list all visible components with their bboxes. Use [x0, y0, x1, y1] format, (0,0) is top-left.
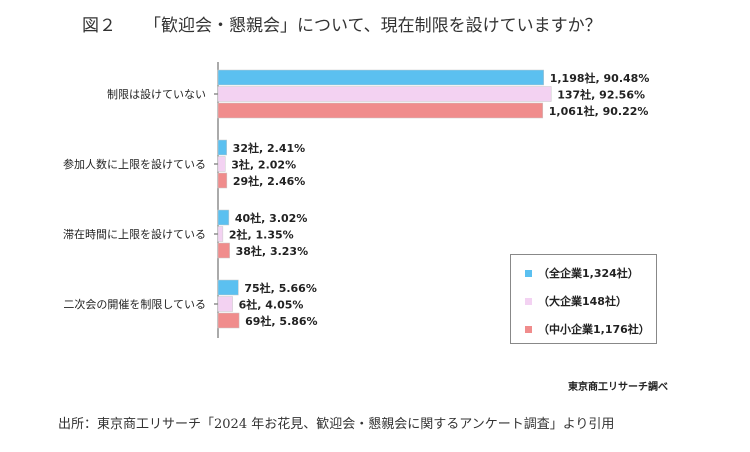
legend-swatch-sme — [525, 325, 532, 333]
bar — [217, 242, 230, 259]
data-label: 40社, 3.02% — [235, 211, 307, 225]
data-label: 32社, 2.41% — [233, 141, 305, 155]
category-label: 二次会の開催を制限している — [63, 297, 206, 311]
source-text: 出所：東京商工リサーチ「2024 年お花見、歓迎会・懇親会に関するアンケート調査… — [58, 417, 615, 432]
data-label: 137社, 92.56% — [557, 88, 645, 102]
legend-item-sme: （中小企業1,176社） — [525, 321, 650, 337]
data-label: 3社, 2.02% — [231, 158, 296, 172]
data-label: 2社, 1.35% — [229, 228, 294, 242]
category-label: 参加人数に上限を設けている — [63, 157, 206, 171]
legend-label-large: （大企業148社） — [538, 295, 627, 308]
category-label: 制限は設けていない — [107, 87, 206, 101]
data-label: 29社, 2.46% — [233, 174, 305, 188]
legend-swatch-large — [525, 297, 532, 305]
category-label: 滞在時間に上限を設けている — [63, 227, 206, 241]
data-label: 1,061社, 90.22% — [549, 104, 649, 118]
bar — [217, 172, 228, 189]
legend-item-all: （全企業1,324社） — [525, 265, 639, 281]
title-text: 「歓迎会・懇親会」について、現在制限を設けていますか？ — [144, 16, 602, 36]
data-label: 75社, 5.66% — [244, 281, 316, 295]
legend-item-large: （大企業148社） — [525, 293, 627, 309]
bar — [217, 312, 240, 329]
bar — [217, 86, 552, 102]
bar — [217, 102, 544, 119]
data-label: 1,198社, 90.48% — [550, 71, 650, 85]
data-label: 38社, 3.23% — [236, 244, 308, 258]
bar — [217, 156, 226, 172]
legend: （全企業1,324社） （大企業148社） （中小企業1,176社） — [510, 254, 657, 344]
chart-title: 図２ 「歓迎会・懇親会」について、現在制限を設けていますか？ — [82, 11, 602, 36]
data-label: 6社, 4.05% — [239, 298, 304, 312]
data-label: 69社, 5.86% — [245, 314, 317, 328]
bar — [217, 139, 227, 156]
bar — [217, 209, 230, 226]
bar — [217, 296, 233, 312]
bar — [217, 69, 544, 86]
figure-number: 図２ — [82, 16, 116, 36]
legend-swatch-all — [525, 269, 532, 277]
bar — [217, 279, 239, 296]
legend-label-sme: （中小企業1,176社） — [538, 323, 650, 336]
legend-label-all: （全企業1,324社） — [538, 267, 639, 280]
bar — [217, 226, 224, 242]
credit-text: 東京商工リサーチ調べ — [568, 382, 668, 393]
